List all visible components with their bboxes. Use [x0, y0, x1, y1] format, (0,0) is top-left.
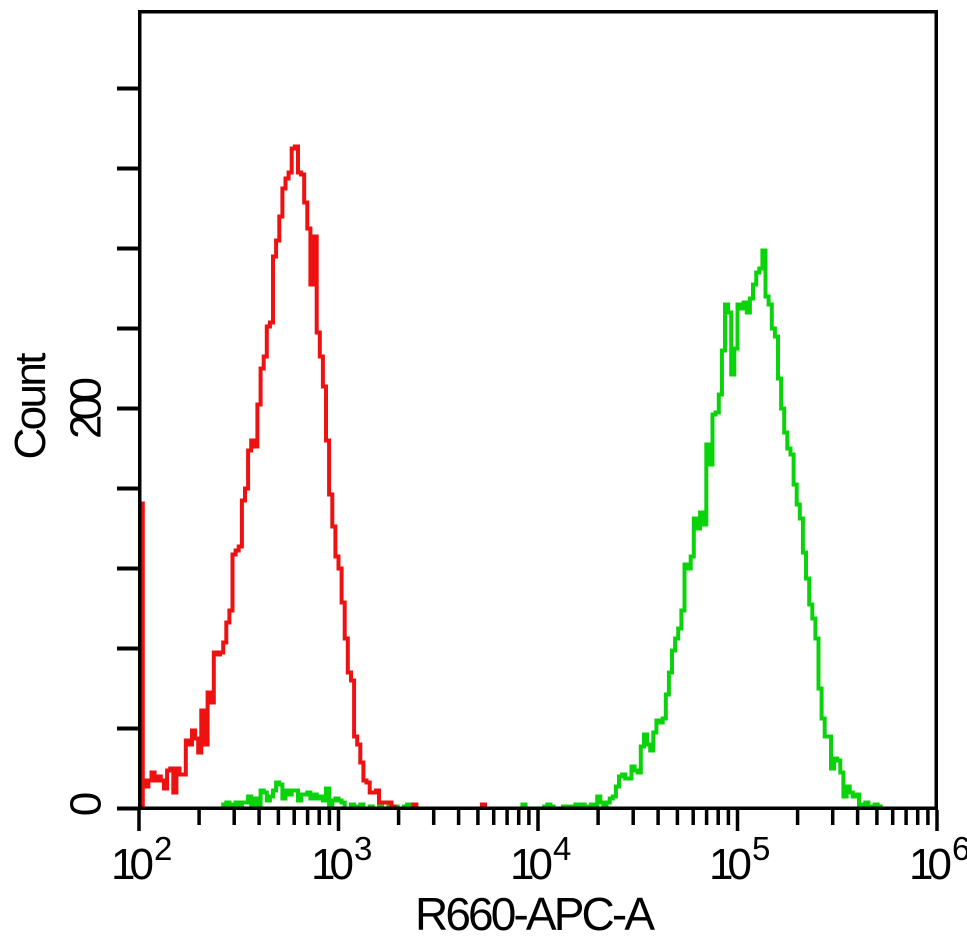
svg-text:200: 200 [62, 377, 111, 439]
svg-text:6: 6 [952, 830, 967, 867]
svg-text:3: 3 [354, 830, 372, 867]
svg-text:Count: Count [6, 353, 55, 460]
svg-text:10: 10 [909, 840, 952, 889]
svg-text:0: 0 [62, 792, 111, 816]
svg-text:10: 10 [311, 840, 354, 889]
svg-text:2: 2 [154, 830, 172, 867]
svg-text:5: 5 [752, 830, 770, 867]
svg-text:10: 10 [709, 840, 752, 889]
svg-text:R660-APC-A: R660-APC-A [415, 888, 655, 938]
svg-text:4: 4 [553, 830, 571, 867]
svg-text:10: 10 [510, 840, 553, 889]
svg-text:10: 10 [111, 840, 154, 889]
